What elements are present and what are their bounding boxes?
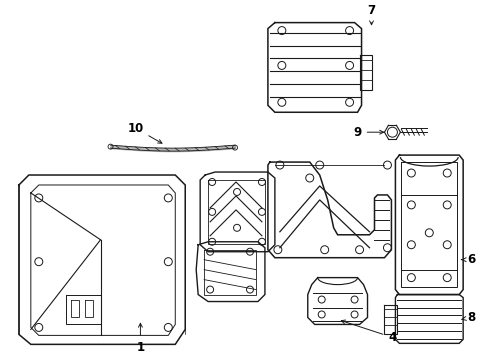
Text: 9: 9 <box>353 126 383 139</box>
Text: 7: 7 <box>366 4 375 25</box>
Text: 2: 2 <box>0 359 1 360</box>
Text: 4: 4 <box>341 320 396 344</box>
Text: 5: 5 <box>0 359 1 360</box>
Text: 10: 10 <box>127 122 162 143</box>
Text: 1: 1 <box>136 323 144 354</box>
Text: 8: 8 <box>461 311 474 324</box>
Text: 3: 3 <box>0 359 1 360</box>
Text: 6: 6 <box>461 253 474 266</box>
